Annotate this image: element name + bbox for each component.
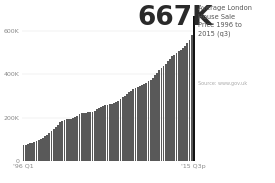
Bar [94,111,95,161]
Bar [107,105,108,161]
Bar [81,113,82,161]
Bar [29,143,31,161]
Bar [51,131,53,161]
Bar [76,116,78,161]
Bar [180,50,182,161]
Bar [139,86,141,161]
Bar [169,59,171,161]
Bar [167,61,169,161]
Bar [184,46,186,161]
Bar [171,56,173,161]
Bar [145,83,147,161]
Bar [156,72,158,161]
Bar [35,141,37,161]
Bar [133,89,134,161]
Bar [186,43,188,161]
Bar [122,97,123,161]
Bar [124,96,126,161]
Bar [143,84,145,161]
Bar [189,40,190,161]
Text: 667K: 667K [138,5,213,31]
Bar [55,127,57,161]
Bar [42,138,44,161]
Bar [158,70,160,161]
Bar [174,55,175,161]
Bar [154,75,156,161]
Bar [165,64,167,161]
Bar [137,87,139,161]
Bar [46,135,48,161]
Bar [27,144,29,161]
Bar [130,91,132,161]
Bar [44,136,46,161]
Bar [57,125,59,161]
Bar [102,106,104,161]
Bar [96,109,98,161]
Bar [152,78,154,161]
Bar [87,112,89,161]
Text: Source: www.gov.uk: Source: www.gov.uk [198,81,247,85]
Bar [25,145,27,161]
Bar [72,118,74,161]
Bar [59,122,61,161]
Bar [126,94,128,161]
Bar [85,113,87,161]
Bar [113,103,115,161]
Bar [111,104,113,161]
Bar [38,140,40,161]
Bar [89,112,91,161]
Bar [92,112,94,161]
Bar [48,133,50,161]
Bar [70,119,72,161]
Bar [64,120,65,161]
Bar [120,99,121,161]
Bar [175,53,177,161]
Bar [53,129,55,161]
Bar [31,143,33,161]
Bar [128,92,130,161]
Bar [98,108,100,161]
Bar [178,51,180,161]
Bar [135,88,136,161]
Bar [61,121,63,161]
Bar [109,104,111,161]
Bar [115,102,117,161]
Bar [66,119,68,161]
Bar [74,117,76,161]
Bar [68,119,70,161]
Bar [150,80,152,161]
Bar [182,48,184,161]
Bar [191,35,192,161]
Bar [148,81,149,161]
Text: Average London
House Sale
Price 1996 to
2015 (q3): Average London House Sale Price 1996 to … [198,5,252,38]
Bar [100,107,102,161]
Bar [33,141,35,161]
Bar [193,16,195,161]
Bar [161,68,162,161]
Bar [83,113,85,161]
Bar [79,114,81,161]
Bar [141,85,143,161]
Bar [104,105,106,161]
Bar [117,101,119,161]
Bar [23,145,24,161]
Bar [40,139,42,161]
Bar [163,66,164,161]
